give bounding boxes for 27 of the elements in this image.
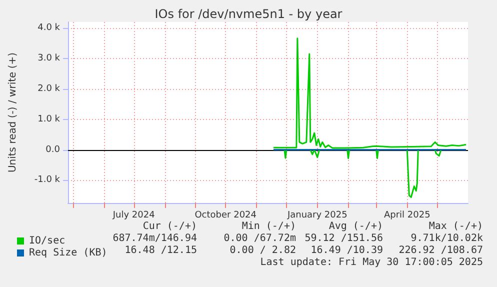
y-tick-label: -1.0 k [34, 175, 61, 186]
text: Min (-/+) [242, 221, 296, 233]
text: 9.71k/10.02k [410, 233, 483, 245]
text: 0.00 /67.72m [224, 233, 296, 245]
text: 16.48 /12.15 [124, 245, 197, 257]
y-tick-label: 2.0 k [38, 84, 61, 94]
chart-title: IOs for /dev/nvme5n1 - by year [154, 7, 342, 21]
x-tick-label: January 2025 [286, 210, 348, 220]
text: Cur (-/+) [142, 221, 197, 233]
text: 16.49 /10.39 [310, 245, 383, 257]
legend-label: Req Size (KB) [29, 248, 108, 258]
x-tick-label: October 2024 [194, 210, 257, 220]
y-tick-label: 4.0 k [38, 23, 61, 34]
text: 226.92 /108.67 [398, 245, 483, 257]
y-tick-label: 3.0 k [38, 54, 61, 64]
text: 0.00 / 2.82 [230, 245, 296, 257]
x-tick-label: April 2025 [384, 210, 430, 220]
text: 687.74m/146.94 [112, 233, 197, 245]
x-tick-label: July 2024 [112, 210, 156, 220]
text: Max (-/+) [428, 221, 483, 233]
text: Avg (-/+) [328, 221, 383, 233]
text: Last update: Fri May 30 17:00:05 2025 [260, 257, 483, 269]
text: 59.12 /151.56 [304, 233, 383, 245]
y-tick-label: 0.0 [46, 144, 60, 155]
y-axis-title: Units read (-) / write (+) [8, 52, 18, 173]
legend-label: IO/sec [29, 236, 66, 246]
y-tick-label: 1.0 k [38, 114, 61, 124]
